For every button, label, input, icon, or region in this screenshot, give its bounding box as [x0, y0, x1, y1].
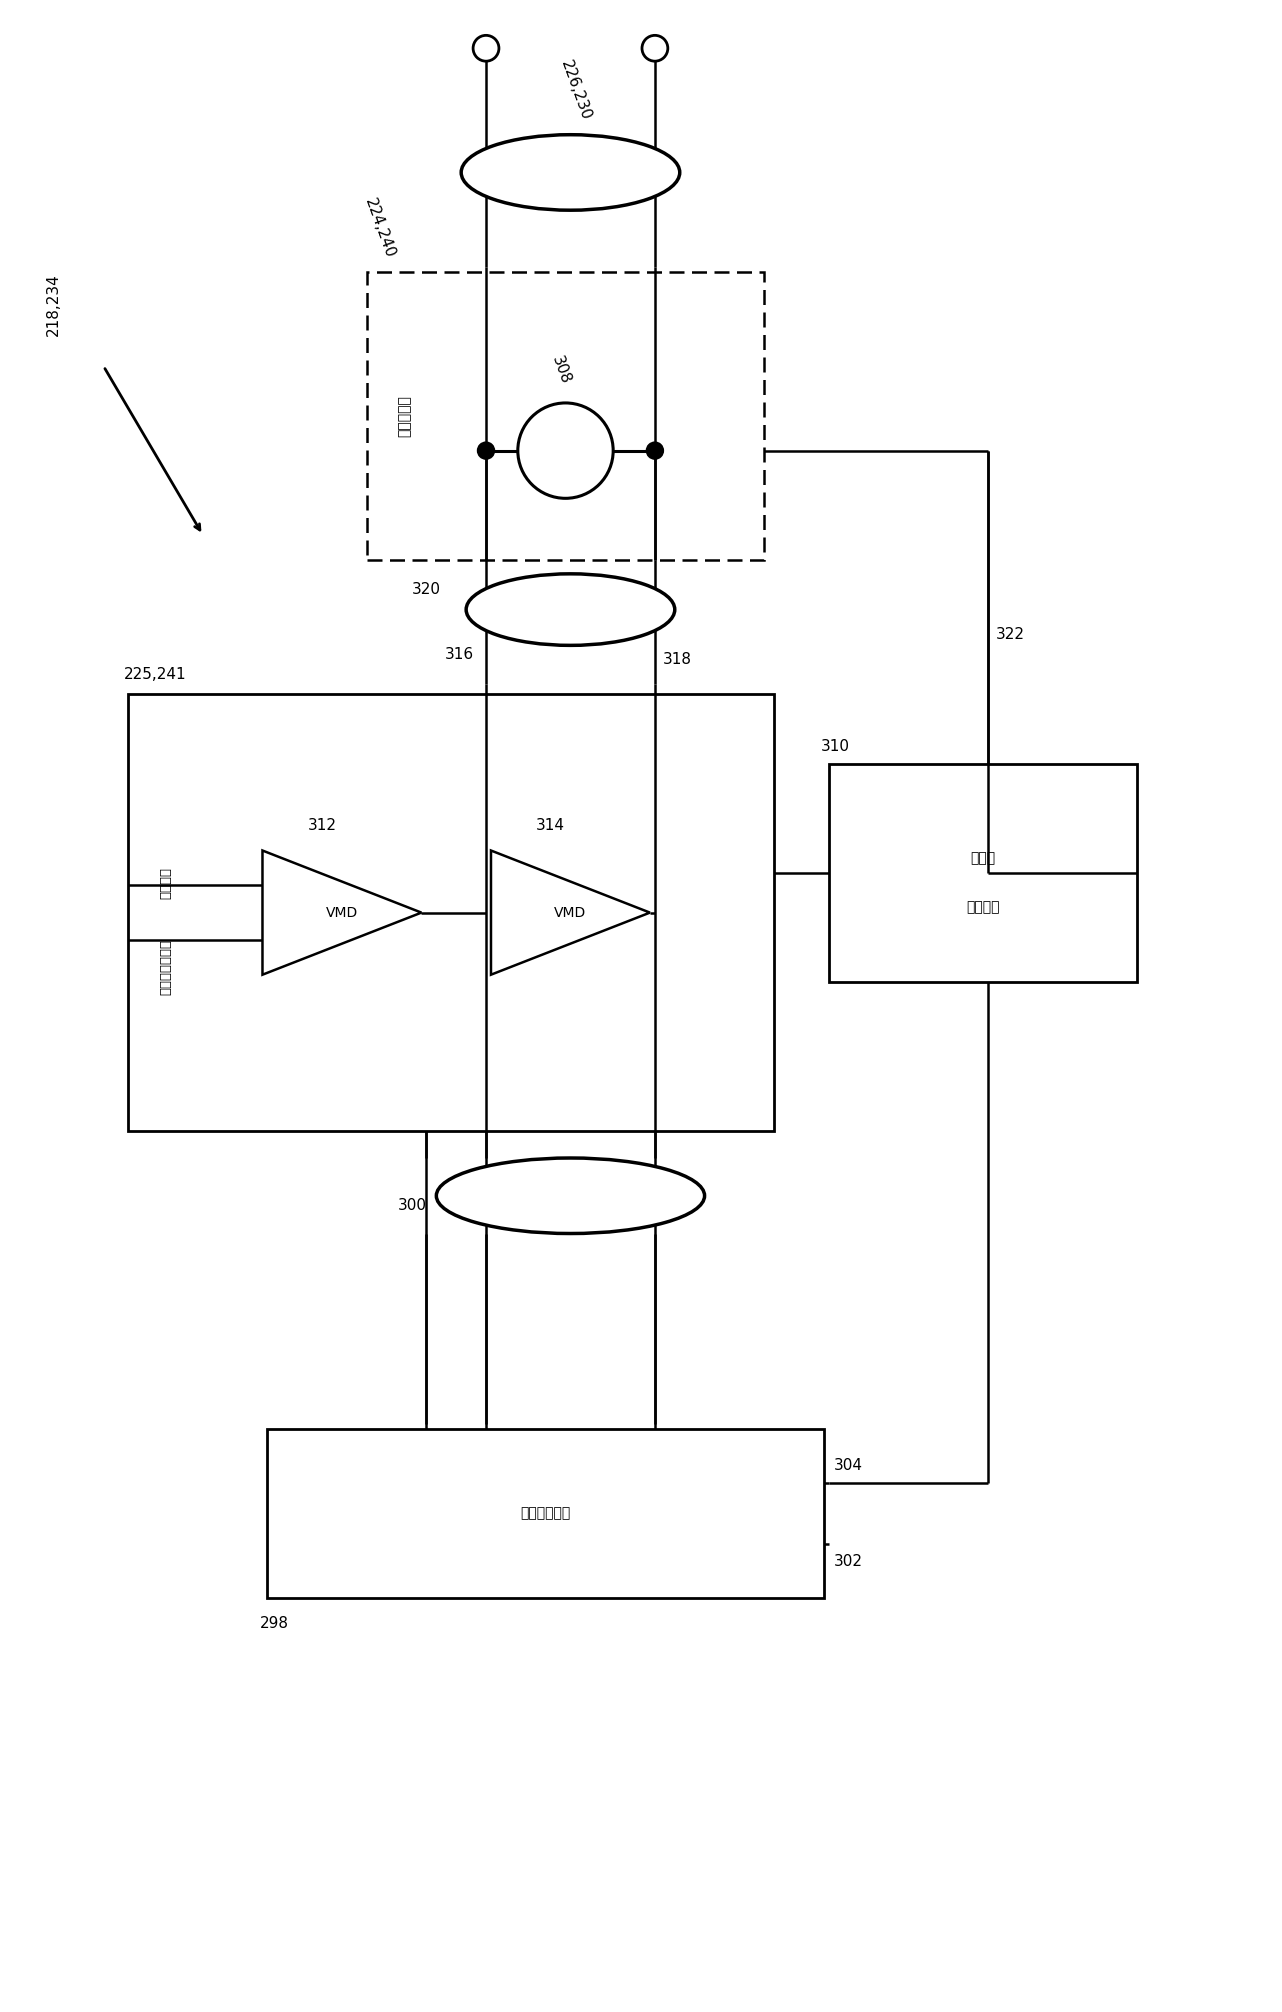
Text: 312: 312: [308, 817, 337, 833]
Text: 300: 300: [397, 1199, 427, 1213]
Polygon shape: [491, 851, 650, 974]
Circle shape: [518, 402, 613, 499]
Text: 218,234: 218,234: [46, 274, 62, 336]
Text: 316: 316: [445, 646, 474, 662]
Circle shape: [647, 443, 663, 459]
Text: 控制电路: 控制电路: [967, 901, 1000, 915]
Bar: [128, 694, 774, 1131]
Bar: [268, 1429, 824, 1598]
Circle shape: [478, 443, 494, 459]
Text: 322: 322: [996, 628, 1024, 642]
Text: 预驱动器电路: 预驱动器电路: [520, 1507, 570, 1521]
Text: 310: 310: [820, 738, 850, 754]
Text: VMD: VMD: [326, 905, 358, 919]
Ellipse shape: [462, 135, 679, 209]
Text: 308: 308: [549, 354, 573, 386]
Text: VMD: VMD: [554, 905, 587, 919]
Text: 298: 298: [259, 1616, 288, 1632]
Text: 225,241: 225,241: [123, 668, 186, 682]
Text: 224,240: 224,240: [362, 195, 397, 260]
Text: 差分驱动器电路: 差分驱动器电路: [159, 940, 173, 996]
Bar: [828, 765, 1137, 982]
Text: 314: 314: [536, 817, 565, 833]
Bar: [367, 272, 764, 559]
Text: 电压模式: 电压模式: [159, 867, 173, 899]
Text: 318: 318: [663, 652, 692, 666]
Text: 去加重: 去加重: [970, 851, 995, 865]
Polygon shape: [263, 851, 422, 974]
Ellipse shape: [467, 573, 674, 646]
Ellipse shape: [436, 1159, 705, 1233]
Circle shape: [473, 36, 499, 60]
Text: 226,230: 226,230: [558, 58, 594, 123]
Circle shape: [642, 36, 668, 60]
Text: 302: 302: [833, 1553, 863, 1569]
Text: 304: 304: [833, 1459, 863, 1473]
Text: 320: 320: [413, 581, 441, 598]
Text: 去加重电路: 去加重电路: [397, 394, 412, 437]
